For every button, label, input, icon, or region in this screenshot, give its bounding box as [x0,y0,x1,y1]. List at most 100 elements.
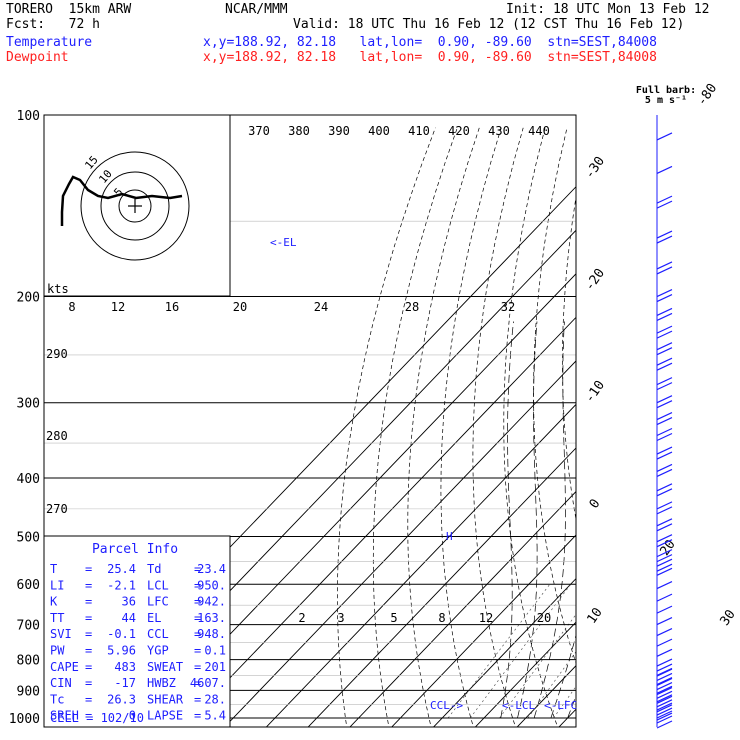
theta-label: 420 [448,124,470,138]
wind-barb [656,567,673,576]
dewpoint-legend: Dewpoint [6,50,69,65]
parcel-eq: = [85,644,92,658]
parcel-value: 201 [204,660,226,674]
parcel-key: SVI [50,627,72,641]
parcel-value: 26.3 [107,692,136,706]
adiabat-label: 20 [233,300,247,314]
wind-barb [656,617,673,626]
pressure-label: 900 [17,684,40,699]
isotherm-line [681,102,740,731]
isotherm-label: 0 [587,496,604,511]
parcel-key: EL [147,611,161,625]
wind-barb [656,451,673,460]
parcel-value: 0 [129,709,136,723]
lcl-marker: <-LCL [502,699,535,712]
isotherm-line [432,577,576,727]
isotherm-line [140,273,576,727]
wind-barb [656,357,673,366]
dry-adiabat [562,194,576,522]
dry-adiabat [644,128,740,731]
parcel-eq: = [194,692,201,706]
wind-barb [656,342,673,351]
theta-label: 390 [328,124,350,138]
isotherm-label: -70 [736,81,740,109]
wind-barb [656,362,673,371]
parcel-eq: = [194,660,201,674]
theta-label: 400 [368,124,390,138]
parcel-key: CCL [147,627,169,641]
wind-barb [656,312,673,322]
full-barb-label: Full barb: [636,85,696,96]
parcel-eq: = [85,611,92,625]
dewpoint-location: x,y=188.92, 82.18 lat,lon= 0.90, -89.60 … [203,50,657,65]
parcel-key: SHEAR [147,692,184,706]
isotherm-line [391,534,576,727]
isotherm-label: -20 [582,266,608,294]
isotherm-line [597,102,740,731]
parcel-eq: = [85,627,92,641]
parcel-title: Parcel Info [92,542,178,557]
adiabat-label: 16 [165,300,179,314]
wind-barb [656,400,673,409]
wind-barb [656,261,673,270]
parcel-eq: = [194,611,201,625]
isotherm-line [182,316,576,727]
moist-adiabat [517,321,538,719]
pressure-label: 100 [17,109,40,124]
dry-adiabat [694,128,740,731]
parcel-key: CIN [50,676,72,690]
dry-adiabat [372,127,458,727]
dry-adiabat [718,128,740,731]
wind-barb [656,463,673,472]
parcel-eq: = [194,578,201,592]
hodograph-ring [118,189,152,223]
wind-barb [656,534,673,543]
wind-barb [656,347,673,356]
isotherm-line [639,102,740,731]
parcel-key: CAPE [50,660,79,674]
parcel-value: 5.4 [204,709,226,723]
moist-adiabat [567,694,576,719]
pressure-label: 700 [17,619,40,634]
wind-barbs: Full barb:5 m s⁻¹ [636,85,696,729]
wind-barb [656,663,673,672]
mixing-ratio-line [499,613,576,719]
parcel-key: LI [50,578,64,592]
theta-side-label: 280 [46,429,68,443]
parcel-key: Td [147,562,161,576]
parcel-key: Tc [50,692,64,706]
isotherm-line [223,360,576,727]
mixing-ratio-line [527,651,576,719]
parcel-eq: = [194,644,201,658]
wind-barb [656,699,673,708]
wind-barb [656,704,673,713]
wind-barb [656,667,673,676]
parcel-value: 4607. [190,676,226,690]
wind-barb [656,702,673,711]
wind-barb [656,672,673,681]
parcel-value: 950. [197,578,226,592]
parcel-key: LCL [147,578,169,592]
hodograph-trace [60,175,183,226]
parcel-value: 5.96 [107,644,136,658]
wind-barb [656,549,673,558]
wind-barb [656,558,673,567]
valid-time: Valid: 18 UTC Thu 16 Feb 12 (12 CST Thu … [293,17,685,32]
wind-barb [656,230,673,239]
wind-barb [656,382,673,391]
parcel-frame [43,535,231,728]
parcel-key: K [50,595,58,609]
center-label: NCAR/MMM [225,2,288,17]
parcel-value: 44 [122,611,136,625]
parcel-value: -2.1 [107,578,136,592]
wind-barb [656,676,673,686]
mixing-ratio-label: 20 [537,611,551,625]
pressure-label: 200 [17,291,40,306]
forecast-hour: Fcst: 72 h [6,17,100,32]
wind-barb [656,690,673,699]
adiabat-label: 28 [405,300,419,314]
wind-barb [656,488,673,497]
mixing-ratio-line [470,583,572,719]
mixing-ratio-label: 2 [298,611,305,625]
isotherm-line [558,708,576,727]
